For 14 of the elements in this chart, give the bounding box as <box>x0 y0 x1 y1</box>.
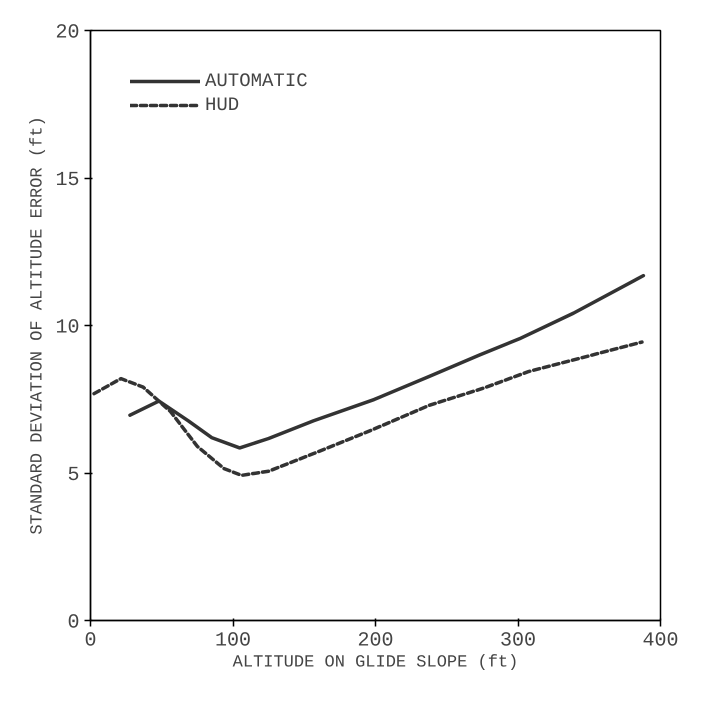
x-tick-label: 300 <box>500 630 536 652</box>
x-tick-label: 200 <box>357 630 394 652</box>
legend-label: HUD <box>205 94 240 116</box>
x-tick-label: 0 <box>84 630 97 652</box>
x-axis-title: ALTITUDE ON GLIDE SLOPE (ft) <box>232 654 518 672</box>
y-tick-label: 10 <box>55 316 80 340</box>
y-tick-label: 0 <box>68 612 80 634</box>
x-tick-label: 100 <box>214 630 252 652</box>
x-tick-label: 400 <box>642 630 679 652</box>
legend-label: AUTOMATIC <box>205 70 308 92</box>
y-tick-label: 20 <box>55 22 80 44</box>
y-tick-label: 5 <box>68 464 80 487</box>
y-tick-label: 15 <box>55 169 80 192</box>
y-axis-title: STANDARD DEVIATION OF ALTITUDE ERROR (ft) <box>28 116 48 535</box>
